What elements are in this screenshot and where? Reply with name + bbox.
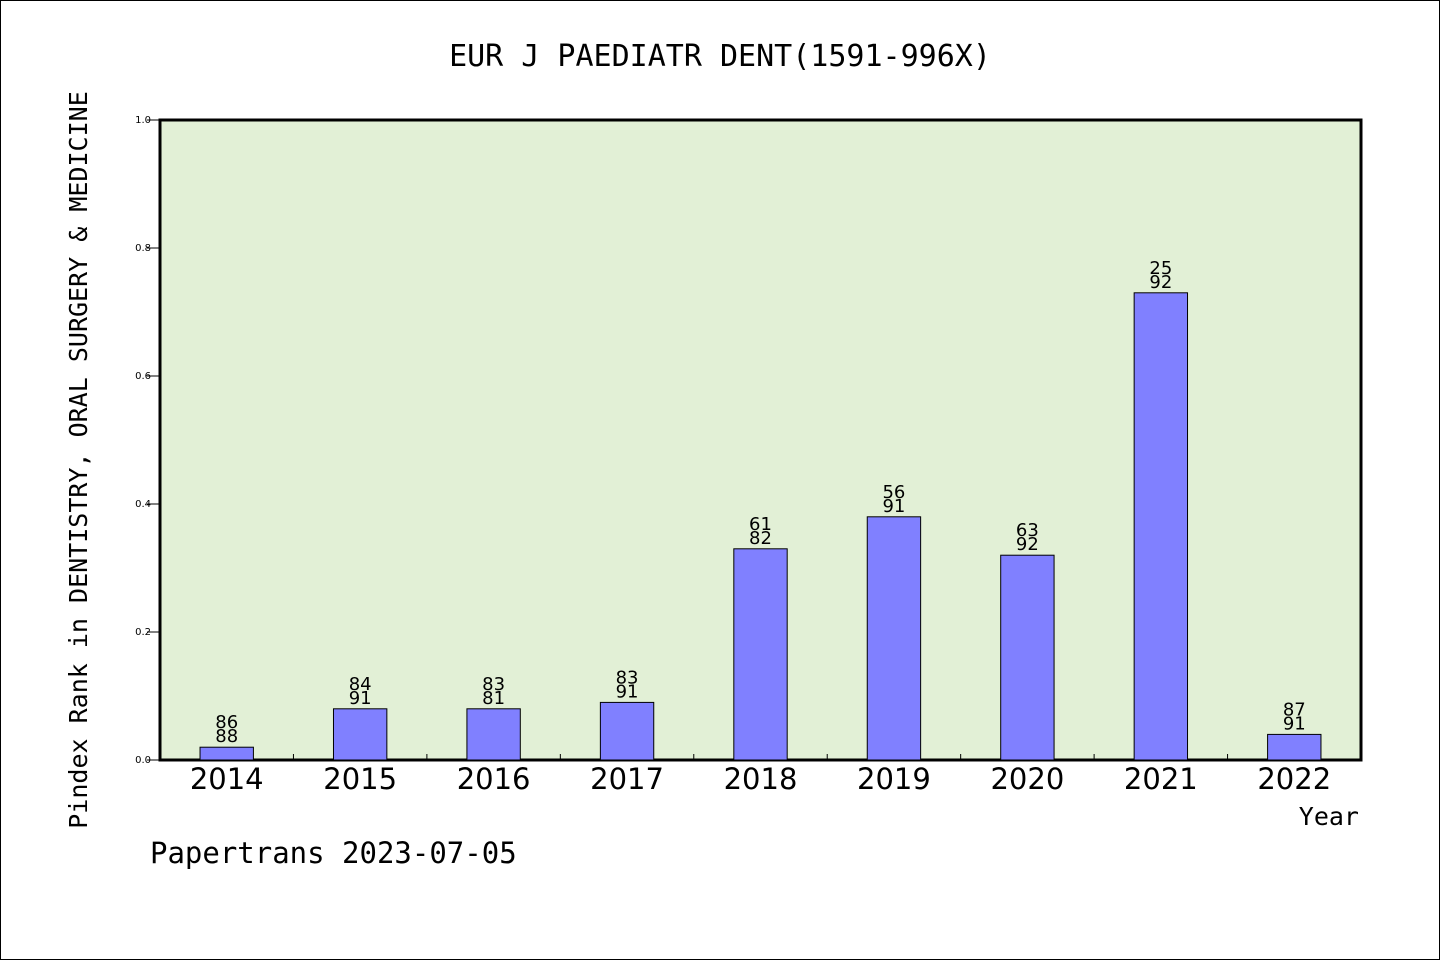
y-axis-label: Pindex Rank in DENTISTRY, ORAL SURGERY &… <box>64 91 93 829</box>
chart-title: EUR J PAEDIATR DENT(1591-996X) <box>449 39 991 74</box>
bar-2015 <box>332 708 388 761</box>
x-tick-label: 2014 <box>190 762 264 796</box>
credit-text: Papertrans 2023-07-05 <box>150 836 517 870</box>
y-axis: 0.0 0.2 0.4 0.6 0.8 1.0 <box>135 115 160 766</box>
x-tick-label: 2018 <box>724 762 798 796</box>
x-tick-label: 2022 <box>1257 762 1331 796</box>
bar-2022 <box>1267 733 1322 761</box>
bar-2021 <box>1133 292 1189 761</box>
bar-label-bottom: 91 <box>1283 713 1306 734</box>
bar-label-bottom: 91 <box>882 496 905 517</box>
x-tick-label: 2017 <box>590 762 664 796</box>
x-tick-label: 2016 <box>457 762 531 796</box>
x-tick-label: 2020 <box>990 762 1064 796</box>
bar-label-top: 87 <box>1283 699 1306 720</box>
y-tick-label: 0.8 <box>135 243 151 254</box>
x-tick-label: 2019 <box>857 762 931 796</box>
y-tick-label: 0.6 <box>135 371 151 382</box>
bar-label-bottom: 92 <box>1149 272 1172 293</box>
bar-2017 <box>599 701 655 761</box>
bar-label-top: 86 <box>215 712 238 733</box>
bar-label-top: 84 <box>349 674 372 695</box>
bar-label-bottom: 91 <box>616 681 639 702</box>
bar-2014 <box>199 746 254 761</box>
bar-label-top: 25 <box>1149 258 1172 279</box>
bar-label-top: 56 <box>882 482 905 503</box>
bar-label-bottom: 91 <box>349 688 372 709</box>
x-tick-label: 2021 <box>1124 762 1198 796</box>
bar-2018 <box>733 548 788 761</box>
bar-label-bottom: 81 <box>482 688 505 709</box>
bar-2016 <box>466 708 521 761</box>
bar-label-bottom: 82 <box>749 528 772 549</box>
bar-2019 <box>866 516 922 761</box>
bar-label-top: 83 <box>482 674 505 695</box>
x-axis-label: Year <box>1299 802 1359 831</box>
y-tick-label: 0.4 <box>135 499 151 510</box>
y-tick-label: 0.2 <box>135 627 151 638</box>
bar-label-top: 63 <box>1016 520 1039 541</box>
bar-2020 <box>1000 554 1055 761</box>
y-tick-label: 0.0 <box>135 755 151 766</box>
bar-label-top: 61 <box>749 514 772 535</box>
bar-series <box>199 292 1322 761</box>
x-tick-label: 2015 <box>323 762 397 796</box>
y-tick-label: 1.0 <box>135 115 151 126</box>
x-axis: 2014 2015 2016 2017 2018 2019 2020 2021 2022 <box>190 754 1331 796</box>
bar-label-bottom: 88 <box>215 726 238 747</box>
bar-label-bottom: 92 <box>1016 534 1039 555</box>
bar-label-top: 83 <box>616 667 639 688</box>
